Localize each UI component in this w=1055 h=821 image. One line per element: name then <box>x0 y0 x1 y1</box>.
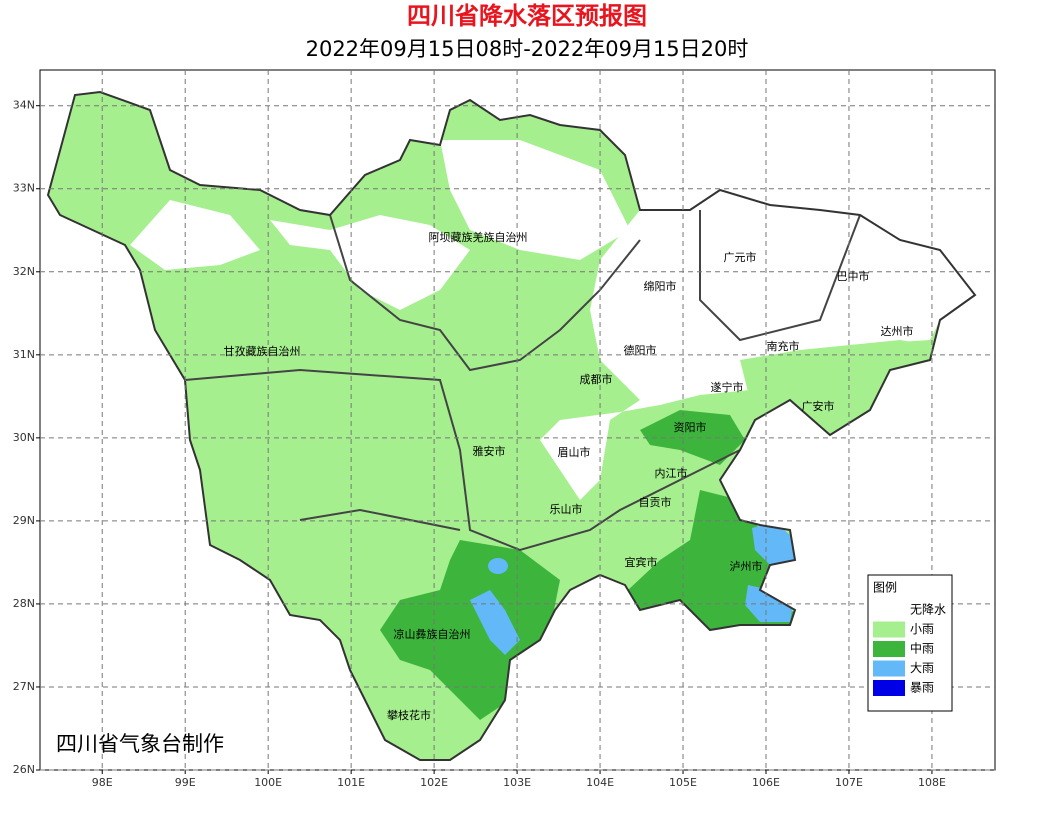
place-label: 广元市 <box>724 250 757 264</box>
title: 四川省降水落区预报图 <box>407 2 647 30</box>
y-tick-label: 26N <box>13 763 35 776</box>
place-label: 达州市 <box>881 324 914 338</box>
credit: 四川省气象台制作 <box>56 732 224 756</box>
grid: 98E 99E 100E 101E 102E 103E 104E 105E 106E 107E 10… <box>13 70 995 789</box>
x-tick-label: 104E <box>586 776 614 789</box>
legend-label: 小雨 <box>910 622 934 636</box>
heavy-rain-area <box>752 522 797 565</box>
heavy-rain-area <box>470 590 520 655</box>
place-label: 宜宾市 <box>625 555 658 569</box>
province-outline <box>46 90 977 761</box>
place-label: 广安市 <box>802 399 835 413</box>
legend-swatch <box>873 641 905 657</box>
place-label: 甘孜藏族自治州 <box>224 344 301 358</box>
place-label: 内江市 <box>655 466 688 480</box>
legend-title: 图例 <box>873 581 897 595</box>
legend-swatch <box>873 602 905 618</box>
subtitle: 2022年09月15日08时-2022年09月15日20时 <box>306 37 749 61</box>
y-tick-label: 34N <box>13 99 35 112</box>
x-tick-label: 106E <box>752 776 780 789</box>
place-label: 攀枝花市 <box>387 708 431 722</box>
place-label: 雅安市 <box>473 444 506 458</box>
place-label: 资阳市 <box>674 420 707 434</box>
boundary <box>699 210 861 342</box>
legend-swatch <box>873 680 905 696</box>
place-label: 眉山市 <box>558 445 591 459</box>
legend-swatch <box>873 660 905 677</box>
place-label: 乐山市 <box>550 502 583 516</box>
place-label: 南充市 <box>767 339 800 353</box>
legend-label: 中雨 <box>910 641 934 656</box>
x-tick-label: 108E <box>918 776 946 789</box>
place-label: 成都市 <box>580 372 613 386</box>
x-tick-label: 99E <box>175 776 196 789</box>
place-label: 德阳市 <box>624 343 657 357</box>
legend-label: 无降水 <box>910 603 946 617</box>
light-rain-area <box>740 340 930 435</box>
legend-label: 大雨 <box>910 661 934 675</box>
y-tick-label: 30N <box>13 431 35 444</box>
x-tick-label: 100E <box>254 776 282 789</box>
place-label: 自贡市 <box>639 495 672 509</box>
no-rain-area <box>270 215 470 310</box>
y-tick-label: 31N <box>13 348 35 361</box>
place-label: 绵阳市 <box>644 279 677 293</box>
x-tick-label: 103E <box>503 776 531 789</box>
boundary <box>299 508 461 531</box>
heavy-rain-area <box>488 558 508 574</box>
x-tick-label: 101E <box>337 776 365 789</box>
place-label: 阿坝藏族羌族自治州 <box>429 230 528 244</box>
boundary <box>329 214 641 372</box>
x-tick-label: 102E <box>420 776 448 789</box>
y-tick-label: 27N <box>13 680 35 693</box>
legend-label: 暴雨 <box>910 681 934 695</box>
x-tick-label: 98E <box>92 776 113 789</box>
legend-swatch <box>873 621 905 638</box>
no-rain-area <box>440 140 630 260</box>
place-label: 泸州市 <box>730 559 763 573</box>
x-tick-label: 107E <box>835 776 863 789</box>
x-tick-label: 105E <box>669 776 697 789</box>
y-tick-label: 29N <box>13 514 35 527</box>
no-rain-area <box>540 190 975 500</box>
y-tick-label: 33N <box>13 182 35 195</box>
no-rain-area <box>130 200 260 270</box>
place-label: 巴中市 <box>837 269 870 283</box>
place-label: 凉山彝族自治州 <box>394 627 471 641</box>
y-tick-label: 28N <box>13 597 35 610</box>
boundary <box>184 368 741 552</box>
place-label: 遂宁市 <box>711 380 744 394</box>
y-tick-label: 32N <box>13 265 35 278</box>
